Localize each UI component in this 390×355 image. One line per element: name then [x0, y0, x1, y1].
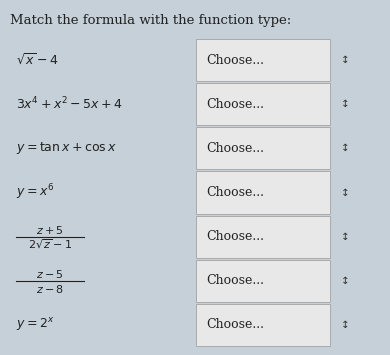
Text: Choose...: Choose... [206, 142, 264, 155]
Text: ↕: ↕ [340, 143, 349, 153]
FancyBboxPatch shape [196, 83, 330, 125]
Text: Choose...: Choose... [206, 54, 264, 67]
Text: ↕: ↕ [340, 276, 349, 286]
Text: Choose...: Choose... [206, 98, 264, 111]
FancyBboxPatch shape [196, 215, 330, 258]
FancyBboxPatch shape [196, 127, 330, 169]
Text: $y = \tan x + \cos x$: $y = \tan x + \cos x$ [16, 140, 117, 156]
Text: $z-8$: $z-8$ [36, 283, 64, 295]
Text: $z-5$: $z-5$ [36, 268, 64, 280]
Text: $y = 2^x$: $y = 2^x$ [16, 316, 54, 333]
Text: Choose...: Choose... [206, 230, 264, 243]
Text: ↕: ↕ [340, 55, 349, 65]
Text: Choose...: Choose... [206, 274, 264, 287]
Text: Match the formula with the function type:: Match the formula with the function type… [10, 14, 291, 27]
Text: $z+5$: $z+5$ [36, 224, 64, 236]
Text: Choose...: Choose... [206, 318, 264, 332]
FancyBboxPatch shape [196, 260, 330, 302]
Text: $y = x^6$: $y = x^6$ [16, 183, 54, 202]
Text: $\sqrt{x} - 4$: $\sqrt{x} - 4$ [16, 53, 59, 68]
Text: ↕: ↕ [340, 99, 349, 109]
Text: Choose...: Choose... [206, 186, 264, 199]
FancyBboxPatch shape [196, 304, 330, 346]
Text: ↕: ↕ [340, 232, 349, 242]
FancyBboxPatch shape [196, 39, 330, 81]
Text: ↕: ↕ [340, 187, 349, 197]
FancyBboxPatch shape [196, 171, 330, 214]
Text: ↕: ↕ [340, 320, 349, 330]
Text: $2\sqrt{z}-1$: $2\sqrt{z}-1$ [28, 238, 72, 251]
Text: $3x^4 + x^2 - 5x + 4$: $3x^4 + x^2 - 5x + 4$ [16, 96, 122, 113]
